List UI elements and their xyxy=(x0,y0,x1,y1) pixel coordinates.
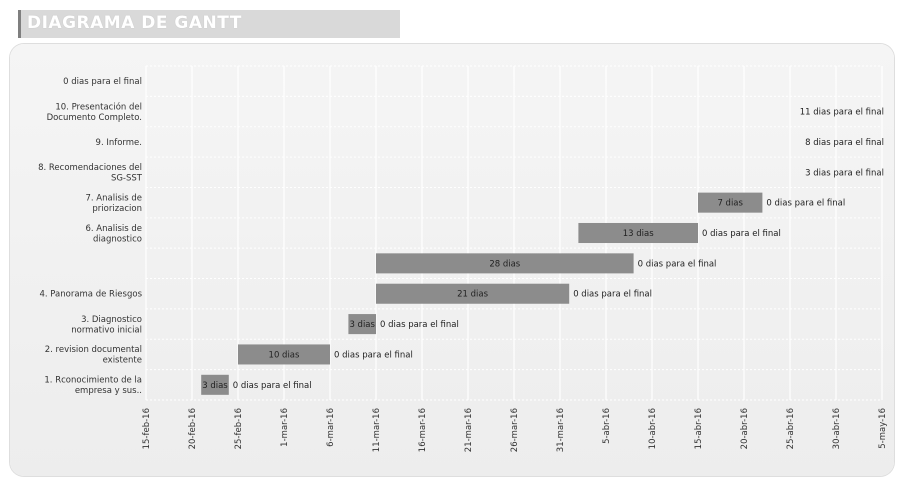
remaining-days-label: 8 dias para el final xyxy=(805,138,884,148)
remaining-days-label: 3 dias para el final xyxy=(805,168,884,178)
x-tick-label: 1-mar-16 xyxy=(280,408,290,447)
x-tick-label: 6-mar-16 xyxy=(326,408,336,447)
x-tick-label: 11-mar-16 xyxy=(372,408,382,452)
x-tick-label: 31-mar-16 xyxy=(556,408,566,452)
task-label: 8. Recomendaciones del SG-SST xyxy=(38,163,143,183)
x-tick-label: 15-feb-16 xyxy=(142,408,152,449)
task-label: 6. Analisis de diagnostico xyxy=(86,224,143,245)
chart-title-bar: DIAGRAMA DE GANTT xyxy=(18,10,400,38)
bar-data-label: 3 dias xyxy=(202,381,228,391)
x-tick-label: 20-feb-16 xyxy=(188,408,198,449)
task-bar xyxy=(698,192,763,213)
x-tick-label: 25-feb-16 xyxy=(234,408,244,449)
bar-data-label: 7 dias xyxy=(717,199,743,209)
remaining-days-label: 0 dias para el final xyxy=(334,350,413,360)
x-tick-label: 26-mar-16 xyxy=(510,408,520,452)
x-tick-label: 5-may-16 xyxy=(878,408,888,449)
bar-data-label: 28 dias xyxy=(489,259,520,269)
task-bar xyxy=(376,283,570,304)
task-label: 10. Presentación del Documento Completo. xyxy=(47,101,142,123)
task-label: 4. Panorama de Riesgos xyxy=(39,290,142,300)
x-tick-label: 25-abr-16 xyxy=(786,408,796,449)
bar-data-label: 21 dias xyxy=(457,290,488,300)
gantt-chart-panel: 15-feb-16 20-feb-16 25-feb-16 1-mar-16 6-mar… xyxy=(10,44,894,476)
task-label: 1. Rconocimiento de la empresa y sus.. xyxy=(44,376,142,397)
x-tick-label: 20-abr-16 xyxy=(740,408,750,449)
x-tick-label: 21-mar-16 xyxy=(464,408,474,452)
remaining-days-label: 0 dias para el final xyxy=(702,229,781,239)
task-bar xyxy=(201,374,229,395)
x-tick-label: 10-abr-16 xyxy=(648,408,658,449)
task-label: 0 dias para el final xyxy=(63,77,142,87)
x-tick-label: 16-mar-16 xyxy=(418,408,428,452)
task-bar xyxy=(376,253,634,274)
remaining-days-label: 0 dias para el final xyxy=(766,199,845,209)
task-bar xyxy=(238,344,330,365)
bar-data-label: 3 dias xyxy=(349,320,375,330)
remaining-days-label: 11 dias para el final xyxy=(800,108,884,118)
task-label: 2. revision documental existente xyxy=(45,345,142,366)
x-tick-label: 15-abr-16 xyxy=(694,408,704,449)
remaining-days-label: 0 dias para el final xyxy=(233,381,312,391)
gantt-chart: 15-feb-16 20-feb-16 25-feb-16 1-mar-16 6-mar… xyxy=(38,65,888,452)
remaining-days-label: 0 dias para el final xyxy=(380,320,459,330)
chart-title: DIAGRAMA DE GANTT xyxy=(27,13,242,33)
remaining-days-label: 0 dias para el final xyxy=(638,259,717,269)
task-bar xyxy=(348,314,376,335)
x-tick-label: 30-abr-16 xyxy=(832,408,842,449)
task-label: 3. Diagnostico normativo inicial xyxy=(71,315,142,336)
bar-data-label: 13 dias xyxy=(623,229,654,239)
x-tick-label: 5-abr-16 xyxy=(602,408,612,444)
task-bar xyxy=(578,222,698,244)
bar-data-label: 10 dias xyxy=(269,350,300,360)
task-label: 7. Analisis de priorizacion xyxy=(86,193,143,214)
remaining-days-label: 0 dias para el final xyxy=(573,290,652,300)
task-label: 9. Informe. xyxy=(96,138,142,148)
